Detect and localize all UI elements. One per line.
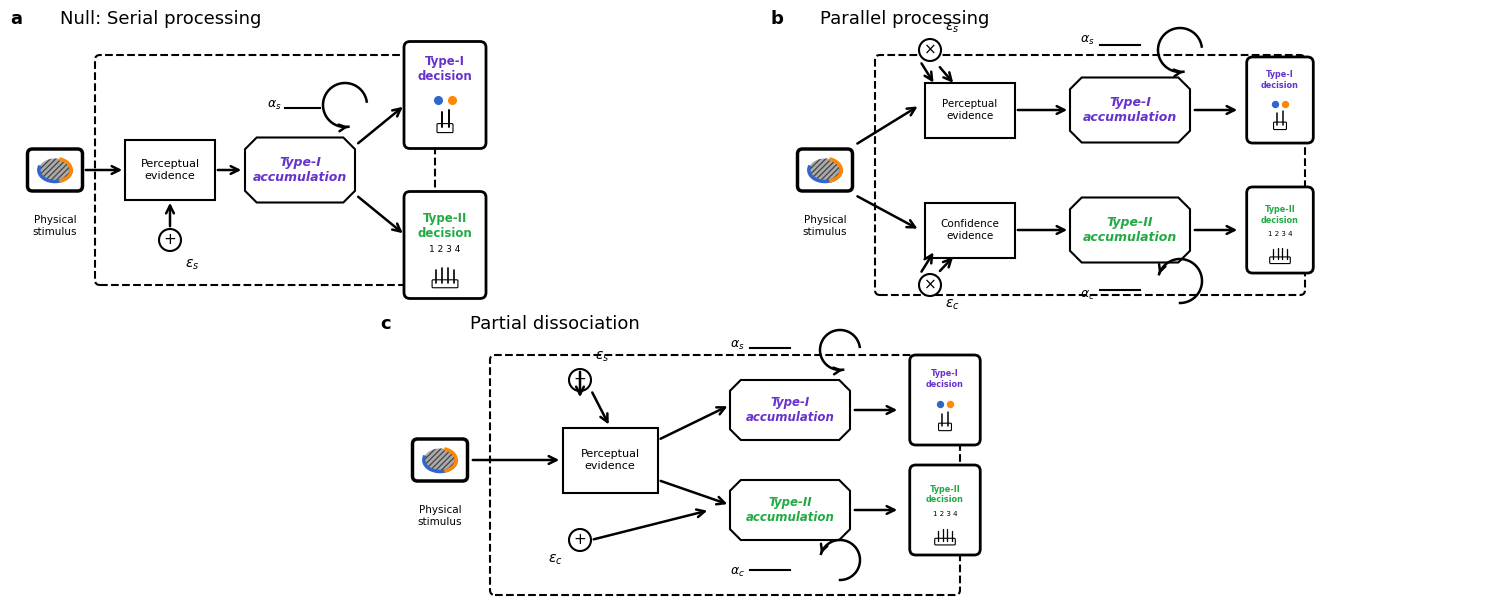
Text: $\varepsilon_c$: $\varepsilon_c$ <box>549 553 562 567</box>
Text: $\varepsilon_s$: $\varepsilon_s$ <box>945 21 960 35</box>
Text: $\varepsilon_c$: $\varepsilon_c$ <box>945 298 960 312</box>
Text: $\alpha_c$: $\alpha_c$ <box>1080 289 1095 302</box>
Text: +: + <box>573 373 586 388</box>
Text: $\alpha_s$: $\alpha_s$ <box>267 98 282 112</box>
Text: b: b <box>770 10 783 28</box>
Polygon shape <box>1070 77 1190 142</box>
FancyBboxPatch shape <box>1246 57 1314 143</box>
Text: $\varepsilon_s$: $\varepsilon_s$ <box>184 258 200 272</box>
Text: 1 2 3 4: 1 2 3 4 <box>429 245 460 254</box>
Text: c: c <box>380 315 390 333</box>
Circle shape <box>920 39 940 61</box>
Circle shape <box>568 529 591 551</box>
Text: Type-I
decision: Type-I decision <box>417 55 472 83</box>
FancyBboxPatch shape <box>124 140 214 200</box>
Polygon shape <box>244 137 356 202</box>
FancyBboxPatch shape <box>909 465 981 555</box>
FancyBboxPatch shape <box>413 439 468 481</box>
FancyBboxPatch shape <box>436 124 453 133</box>
FancyBboxPatch shape <box>1246 187 1314 273</box>
Circle shape <box>159 229 182 251</box>
Text: a: a <box>10 10 22 28</box>
FancyBboxPatch shape <box>432 280 457 288</box>
FancyBboxPatch shape <box>1269 257 1290 263</box>
Text: Physical
stimulus: Physical stimulus <box>33 215 78 236</box>
Text: +: + <box>164 232 177 247</box>
FancyBboxPatch shape <box>562 427 657 493</box>
Text: Perceptual
evidence: Perceptual evidence <box>141 159 200 181</box>
Text: Physical
stimulus: Physical stimulus <box>802 215 847 236</box>
Text: Confidence
evidence: Confidence evidence <box>940 219 999 241</box>
Text: Physical
stimulus: Physical stimulus <box>417 505 462 527</box>
Text: Type-I
decision: Type-I decision <box>1262 70 1299 89</box>
FancyBboxPatch shape <box>926 82 1016 137</box>
Text: Type-I
decision: Type-I decision <box>926 369 964 389</box>
Polygon shape <box>730 380 850 440</box>
Ellipse shape <box>808 158 842 182</box>
Circle shape <box>568 369 591 391</box>
Ellipse shape <box>39 158 70 182</box>
Text: Partial dissociation: Partial dissociation <box>470 315 639 333</box>
FancyBboxPatch shape <box>939 423 951 431</box>
Text: Type-II
decision: Type-II decision <box>1262 205 1299 225</box>
FancyBboxPatch shape <box>926 202 1016 257</box>
Text: Type-II
accumulation: Type-II accumulation <box>746 496 834 524</box>
FancyBboxPatch shape <box>1274 122 1287 130</box>
Text: ×: × <box>924 43 936 58</box>
FancyBboxPatch shape <box>27 149 82 191</box>
Text: 1 2 3 4: 1 2 3 4 <box>933 511 957 517</box>
FancyBboxPatch shape <box>798 149 852 191</box>
Text: Type-II
decision: Type-II decision <box>926 485 964 504</box>
Ellipse shape <box>424 448 456 472</box>
Text: Type-II
decision: Type-II decision <box>417 212 472 240</box>
FancyBboxPatch shape <box>909 355 981 445</box>
Text: Type-I
accumulation: Type-I accumulation <box>1083 96 1178 124</box>
Text: ×: × <box>924 277 936 292</box>
Text: Null: Serial processing: Null: Serial processing <box>60 10 261 28</box>
Polygon shape <box>730 480 850 540</box>
Text: Parallel processing: Parallel processing <box>821 10 990 28</box>
FancyBboxPatch shape <box>404 191 486 298</box>
Text: $\varepsilon_s$: $\varepsilon_s$ <box>596 350 609 364</box>
FancyBboxPatch shape <box>404 41 486 148</box>
Text: Type-I
accumulation: Type-I accumulation <box>746 396 834 424</box>
FancyBboxPatch shape <box>934 538 956 545</box>
Text: $\alpha_c$: $\alpha_c$ <box>730 565 746 578</box>
Text: Perceptual
evidence: Perceptual evidence <box>580 449 639 471</box>
Text: Perceptual
evidence: Perceptual evidence <box>942 99 998 121</box>
Text: $\alpha_s$: $\alpha_s$ <box>730 338 746 352</box>
Text: $\alpha_s$: $\alpha_s$ <box>1080 34 1095 47</box>
Circle shape <box>920 274 940 296</box>
Text: 1 2 3 4: 1 2 3 4 <box>1268 231 1292 237</box>
Text: Type-II
accumulation: Type-II accumulation <box>1083 216 1178 244</box>
Text: Type-I
accumulation: Type-I accumulation <box>254 156 346 184</box>
Polygon shape <box>1070 197 1190 263</box>
Text: +: + <box>573 533 586 547</box>
